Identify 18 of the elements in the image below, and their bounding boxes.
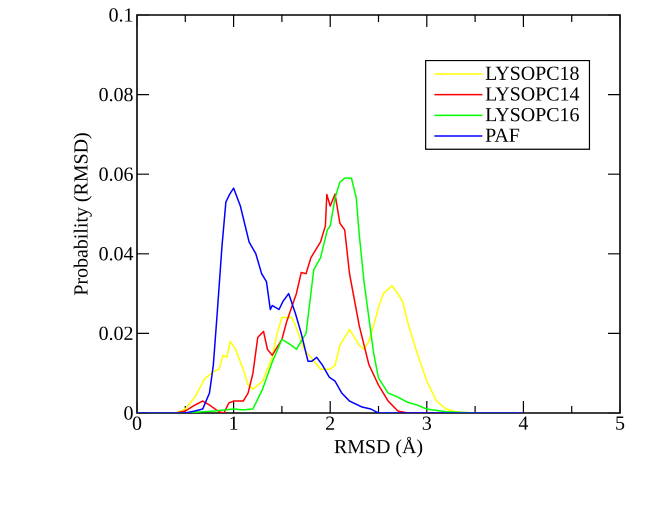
legend-label: PAF [486,128,520,142]
x-tick-label: 4 [518,416,528,430]
y-tick-label: 0.04 [99,247,134,261]
x-axis-title: RMSD (Å) [334,436,422,458]
x-tick-label: 1 [230,416,238,430]
x-tick-label: 0 [132,416,142,430]
x-tick-label: 5 [616,416,624,430]
y-tick-label: 0.1 [109,8,132,22]
legend-label: LYSOPC14 [486,87,580,101]
x-tick-label: 3 [422,416,432,430]
x-tick-label: 2 [326,416,334,430]
legend-label: LYSOPC18 [486,66,579,80]
y-tick-label: 0.06 [99,167,133,181]
y-tick-label: 0 [124,406,133,420]
y-tick-label: 0.08 [99,88,133,102]
legend-label: LYSOPC16 [486,108,579,122]
y-tick-label: 0.02 [99,326,132,340]
y-axis-title: Probability (RMSD) [74,133,92,296]
